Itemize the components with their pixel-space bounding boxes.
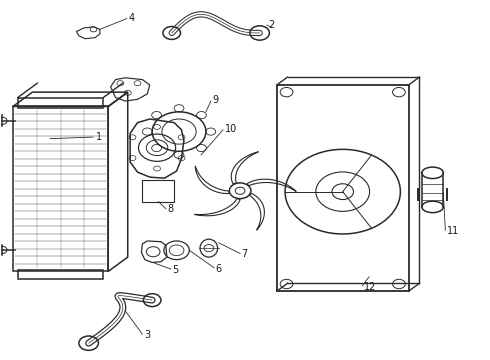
Text: 3: 3 xyxy=(145,330,150,340)
Bar xyxy=(277,85,409,291)
Text: 2: 2 xyxy=(269,20,275,30)
Text: 1: 1 xyxy=(96,132,102,142)
Text: 11: 11 xyxy=(447,226,459,236)
Text: 8: 8 xyxy=(168,204,174,215)
Text: 12: 12 xyxy=(364,282,376,292)
Bar xyxy=(18,98,103,108)
Bar xyxy=(18,270,103,279)
Text: 5: 5 xyxy=(172,265,179,275)
Bar xyxy=(13,107,108,271)
Text: 10: 10 xyxy=(224,124,237,134)
Text: 9: 9 xyxy=(212,95,219,105)
Text: 4: 4 xyxy=(128,13,134,23)
Bar xyxy=(143,180,174,202)
Text: 6: 6 xyxy=(216,264,222,274)
Text: 7: 7 xyxy=(242,249,248,259)
